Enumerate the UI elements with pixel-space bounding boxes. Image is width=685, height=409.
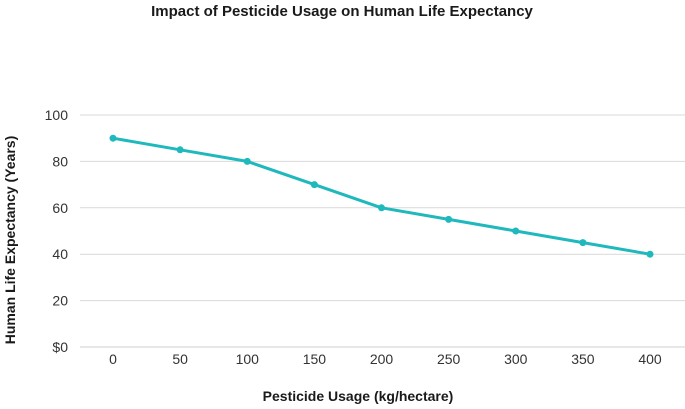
x-tick-label: 150: [303, 351, 327, 367]
x-tick-label: 200: [370, 351, 394, 367]
x-tick-label: 100: [236, 351, 260, 367]
data-point: [378, 204, 385, 212]
x-tick-label: 300: [504, 351, 528, 367]
y-tick-label: 20: [52, 293, 68, 309]
x-tick-label: 400: [638, 351, 662, 367]
y-tick-label: 60: [52, 200, 68, 216]
x-tick-label: 50: [172, 351, 188, 367]
data-point: [646, 250, 654, 258]
data-point: [176, 146, 184, 154]
y-axis-title: Human Life Expectancy (Years): [2, 136, 18, 345]
chart-title: Impact of Pesticide Usage on Human Life …: [151, 3, 533, 20]
x-tick-label: 350: [571, 351, 595, 367]
series-layer: [109, 134, 654, 258]
y-axis-ticks: $0 20 40 60 80 100: [45, 107, 69, 355]
data-point: [512, 227, 520, 235]
data-point: [109, 134, 117, 142]
y-tick-label: $0: [52, 339, 68, 355]
x-tick-label: 250: [437, 351, 461, 367]
y-tick-label: 80: [52, 153, 68, 169]
y-tick-label: 100: [45, 107, 69, 123]
data-point: [445, 215, 453, 223]
x-axis-title: Pesticide Usage (kg/hectare): [263, 388, 454, 404]
data-point: [243, 157, 251, 165]
y-tick-label: 40: [52, 246, 68, 262]
series-line: [111, 136, 652, 256]
x-axis-ticks: 0 50 100 150 200 250 300 350 400: [109, 351, 662, 367]
data-point: [579, 239, 587, 247]
x-tick-label: 0: [109, 351, 117, 367]
data-point: [310, 181, 318, 189]
gridlines: [80, 114, 685, 348]
